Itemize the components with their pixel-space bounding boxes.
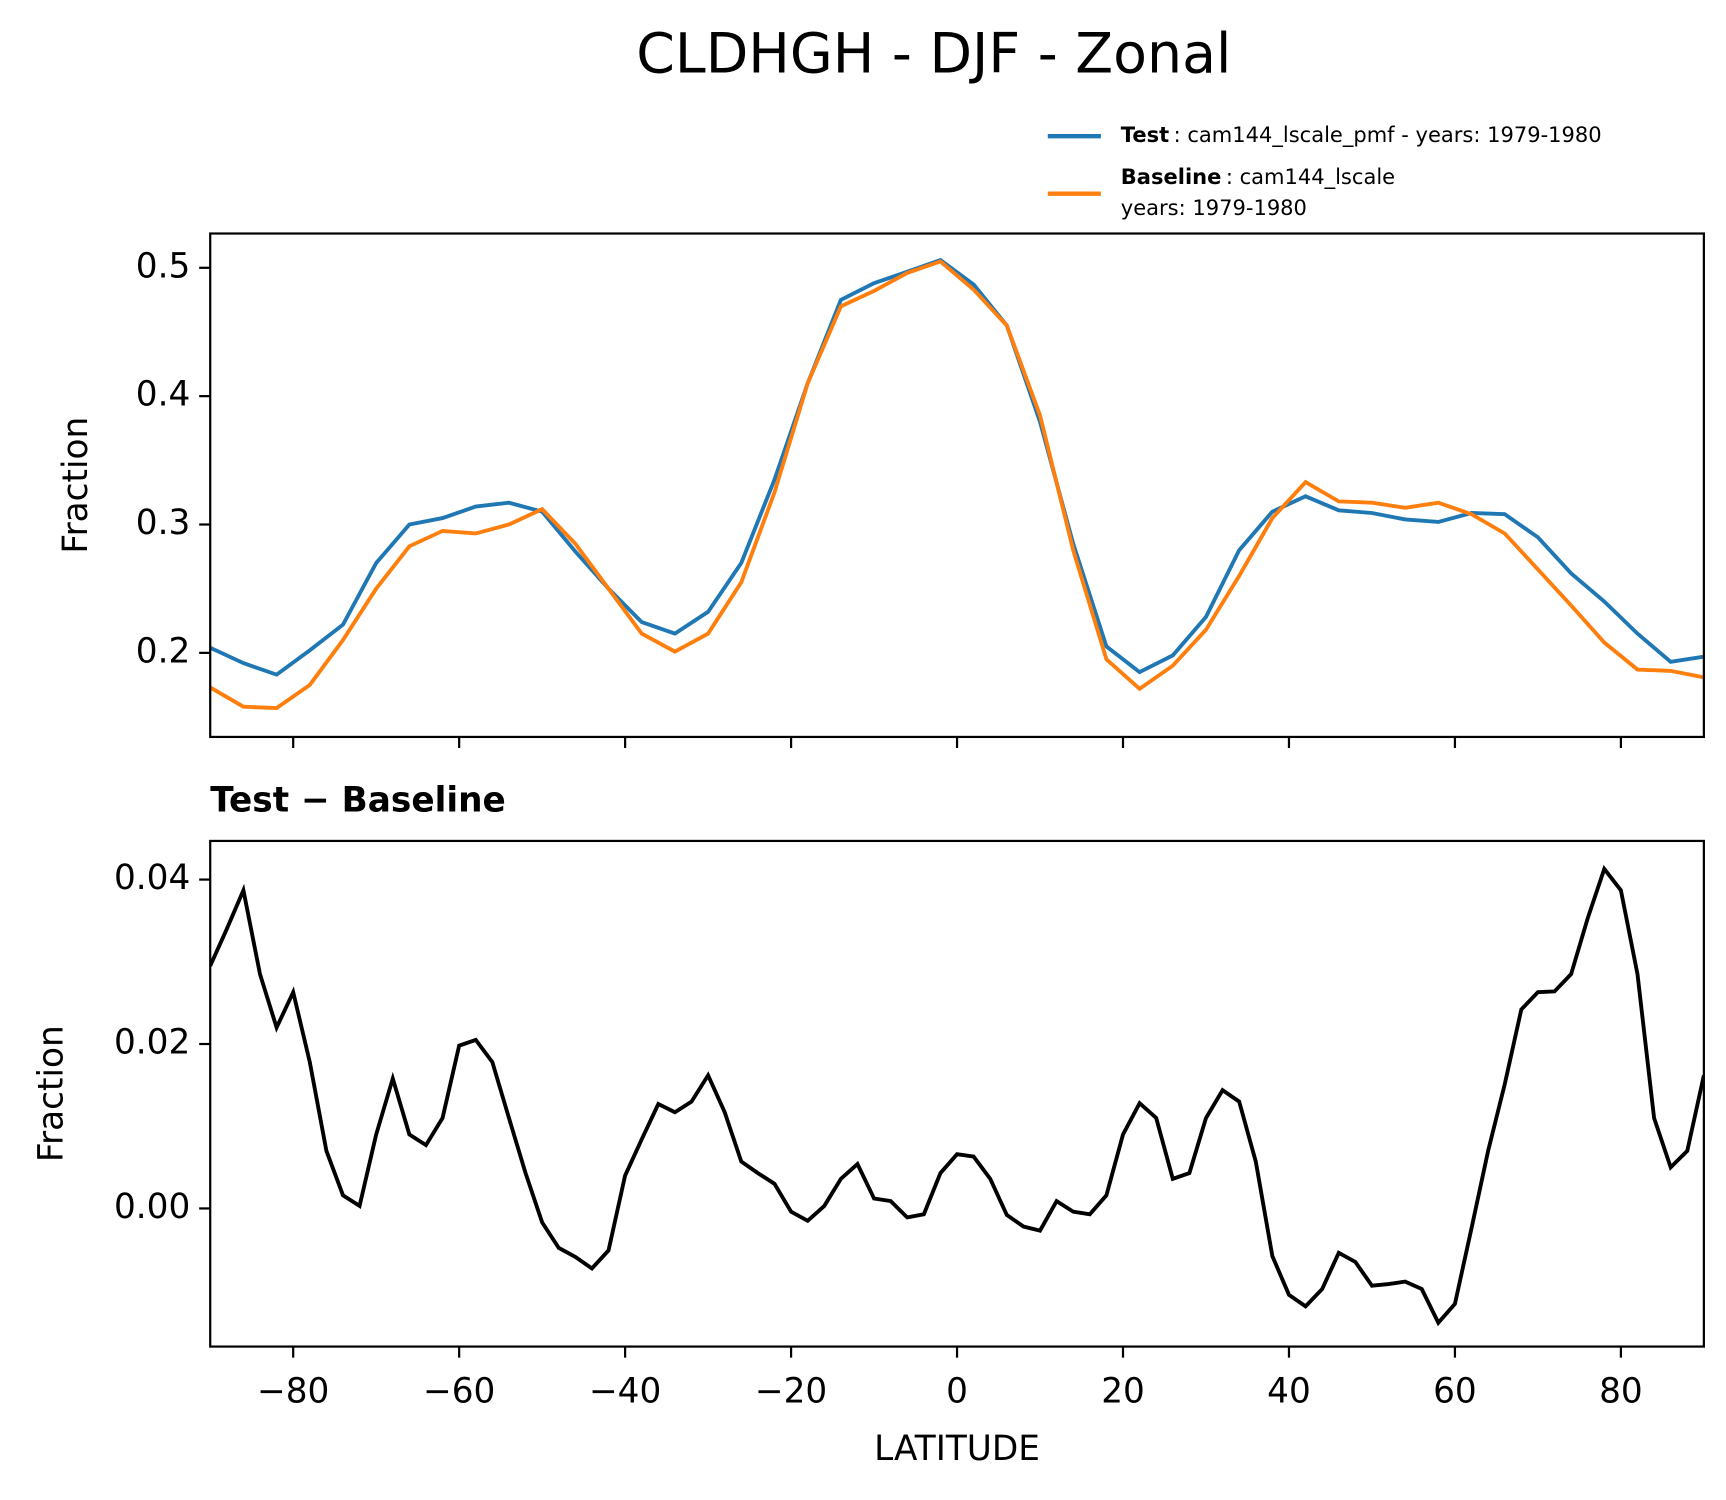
legend-name: Test bbox=[1121, 122, 1169, 147]
line bbox=[210, 259, 1704, 711]
figure-title: CLDHGH - DJF - Zonal bbox=[636, 23, 1231, 87]
x-tick-label: 40 bbox=[1267, 1372, 1311, 1412]
x-tick-label: 20 bbox=[1101, 1372, 1145, 1412]
line bbox=[210, 257, 1704, 677]
y-axis-label: Fraction bbox=[32, 1025, 72, 1162]
x-axis-label: LATITUDE bbox=[874, 1429, 1040, 1469]
y-axis-label: Fraction bbox=[56, 417, 96, 554]
x-tick-label: −60 bbox=[423, 1372, 495, 1412]
y-tick-label: 0.5 bbox=[136, 246, 191, 286]
y-tick-label: 0.2 bbox=[136, 631, 191, 671]
y-tick-label: 0.00 bbox=[114, 1187, 190, 1227]
legend-label: Test: cam144_lscale_pmf - years: 1979-19… bbox=[1121, 122, 1602, 147]
axes-title: Test − Baseline bbox=[210, 781, 506, 821]
legend-name: Baseline bbox=[1121, 164, 1222, 189]
line bbox=[210, 864, 1704, 1327]
y-tick-label: 0.04 bbox=[114, 858, 190, 898]
x-tick-label: 60 bbox=[1433, 1372, 1477, 1412]
x-tick-label: 0 bbox=[946, 1372, 968, 1412]
x-tick-label: −80 bbox=[257, 1372, 329, 1412]
legend-description: : cam144_lscale_pmf - years: 1979-1980 bbox=[1174, 122, 1602, 147]
legend-description: years: 1979-1980 bbox=[1121, 195, 1307, 220]
legend-description: : cam144_lscale bbox=[1226, 164, 1395, 189]
x-tick-label: −40 bbox=[589, 1372, 661, 1412]
legend-label: Baseline: cam144_lscale bbox=[1121, 164, 1395, 189]
x-tick-label: 80 bbox=[1599, 1372, 1643, 1412]
y-tick-label: 0.02 bbox=[114, 1023, 190, 1063]
x-tick-label: −20 bbox=[755, 1372, 827, 1412]
y-tick-label: 0.4 bbox=[136, 375, 191, 415]
y-tick-label: 0.3 bbox=[136, 503, 191, 543]
